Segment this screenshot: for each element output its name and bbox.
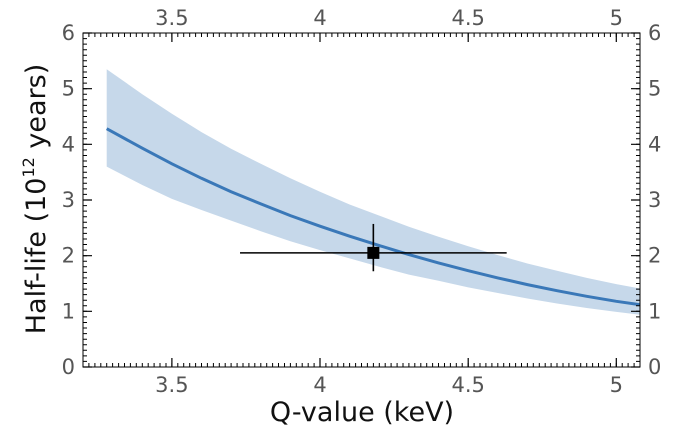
central-curve — [105, 127, 641, 307]
y-tick-label-left: 5 — [62, 77, 75, 101]
x-axis-title: Q-value (keV) — [270, 397, 454, 428]
y-tick-label-right: 0 — [648, 355, 661, 379]
y-tick-label-right: 6 — [648, 21, 661, 45]
y-tick-label-left: 4 — [62, 132, 75, 156]
y-tick-label-left: 3 — [62, 188, 75, 212]
x-tick-label-top: 4 — [313, 6, 326, 30]
y-tick-label-right: 4 — [648, 132, 661, 156]
central-curve-layer — [105, 127, 641, 307]
y-tick-label-right: 1 — [648, 299, 661, 323]
major-ticks — [83, 32, 640, 368]
y-axis-title: Half-life (1012 years) — [19, 64, 52, 335]
y-tick-label-left: 2 — [62, 244, 75, 268]
y-axis-title-prefix: Half-life (10 — [21, 178, 52, 335]
x-tick-label-bottom: 5 — [610, 373, 623, 397]
tick-marks — [82, 32, 641, 368]
plot-frame — [82, 32, 641, 368]
y-tick-label-left: 0 — [62, 355, 75, 379]
x-tick-label-top: 5 — [610, 6, 623, 30]
x-tick-label-bottom: 3.5 — [155, 373, 188, 397]
y-axis-title-suffix: years) — [21, 64, 52, 157]
y-tick-label-right: 3 — [648, 188, 661, 212]
measurement-layer — [240, 223, 507, 272]
x-tick-label-bottom: 4 — [313, 373, 326, 397]
x-tick-label-top: 3.5 — [155, 6, 188, 30]
y-axis-title-exponent: 12 — [19, 157, 38, 177]
minor-ticks — [82, 32, 641, 368]
y-tick-label-right: 5 — [648, 77, 661, 101]
axes — [82, 32, 641, 368]
y-tick-label-left: 1 — [62, 299, 75, 323]
y-tick-label-left: 6 — [62, 21, 75, 45]
x-tick-label-top: 4.5 — [451, 6, 484, 30]
x-tick-label-bottom: 4.5 — [451, 373, 484, 397]
tick-labels: 3.5 3.5 4 4 4.5 4.5 5 5 0 0 1 1 2 2 3 3 4 4 5 5 6 6 — [62, 6, 662, 397]
y-tick-label-right: 2 — [648, 244, 661, 268]
uncertainty-band — [106, 69, 640, 315]
measurement-marker — [367, 246, 380, 259]
uncertainty-band-layer — [106, 69, 640, 315]
